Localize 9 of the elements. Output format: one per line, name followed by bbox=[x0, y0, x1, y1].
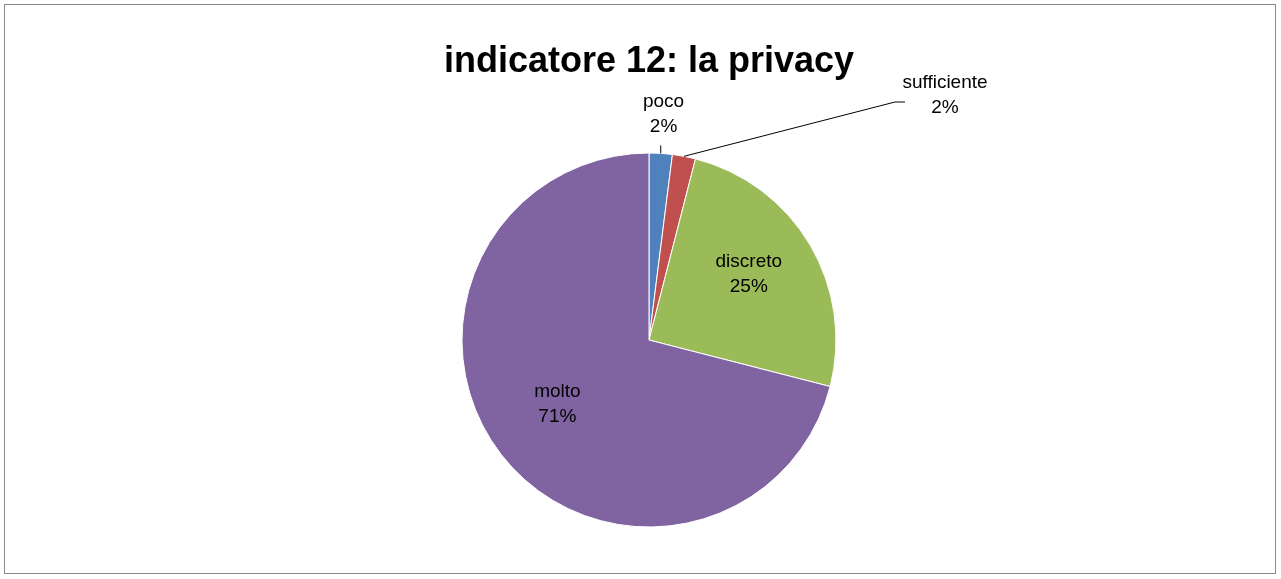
data-label: 2% bbox=[649, 115, 678, 137]
slice-label: discreto bbox=[715, 249, 783, 271]
slice-label: sufficiente bbox=[902, 71, 988, 92]
data-label: 2% bbox=[931, 96, 959, 117]
slice-label: poco bbox=[642, 90, 685, 112]
data-label: 25% bbox=[729, 274, 768, 296]
slice-label: molto bbox=[534, 380, 581, 402]
data-label: 71% bbox=[538, 405, 577, 427]
chart-title: indicatore 12: la privacy bbox=[443, 39, 855, 80]
